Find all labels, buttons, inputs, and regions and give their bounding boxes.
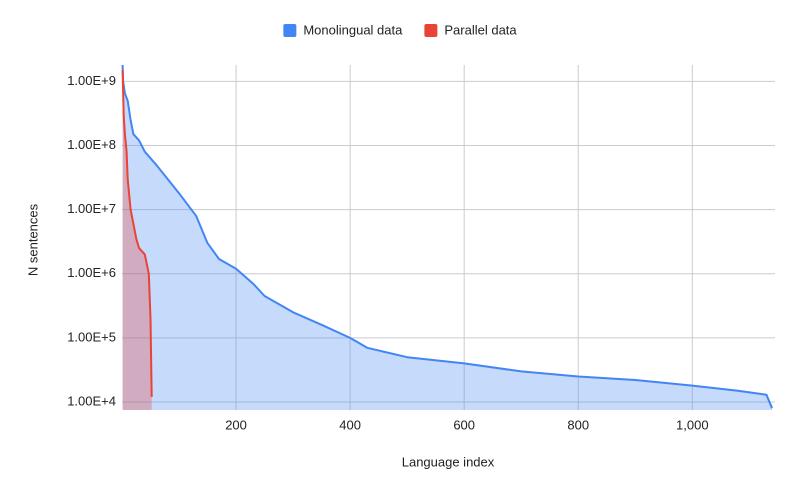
y-axis-title: N sentences — [25, 203, 40, 276]
line — [121, 70, 153, 397]
legend-label: Parallel data — [444, 22, 517, 37]
area-fill — [122, 70, 152, 410]
legend-swatch — [283, 24, 297, 37]
y-tick-label: 1.00E+4 — [67, 393, 116, 408]
x-tick-label: 1,000 — [676, 417, 709, 432]
x-tick-label: 800 — [567, 417, 589, 432]
x-tick-label: 600 — [453, 417, 475, 432]
y-tick-label: 1.00E+5 — [67, 329, 116, 344]
legend-swatch — [424, 24, 438, 37]
legend-label: Monolingual data — [303, 22, 403, 37]
x-tick-label: 400 — [339, 417, 361, 432]
y-tick-label: 1.00E+9 — [67, 73, 116, 88]
line — [121, 64, 774, 409]
y-tick-label: 1.00E+8 — [67, 137, 116, 152]
x-tick-label: 200 — [225, 417, 247, 432]
x-axis-title: Language index — [402, 454, 495, 469]
area-fill — [122, 65, 773, 410]
y-tick-label: 1.00E+7 — [67, 201, 116, 216]
y-tick-label: 1.00E+6 — [67, 265, 116, 280]
